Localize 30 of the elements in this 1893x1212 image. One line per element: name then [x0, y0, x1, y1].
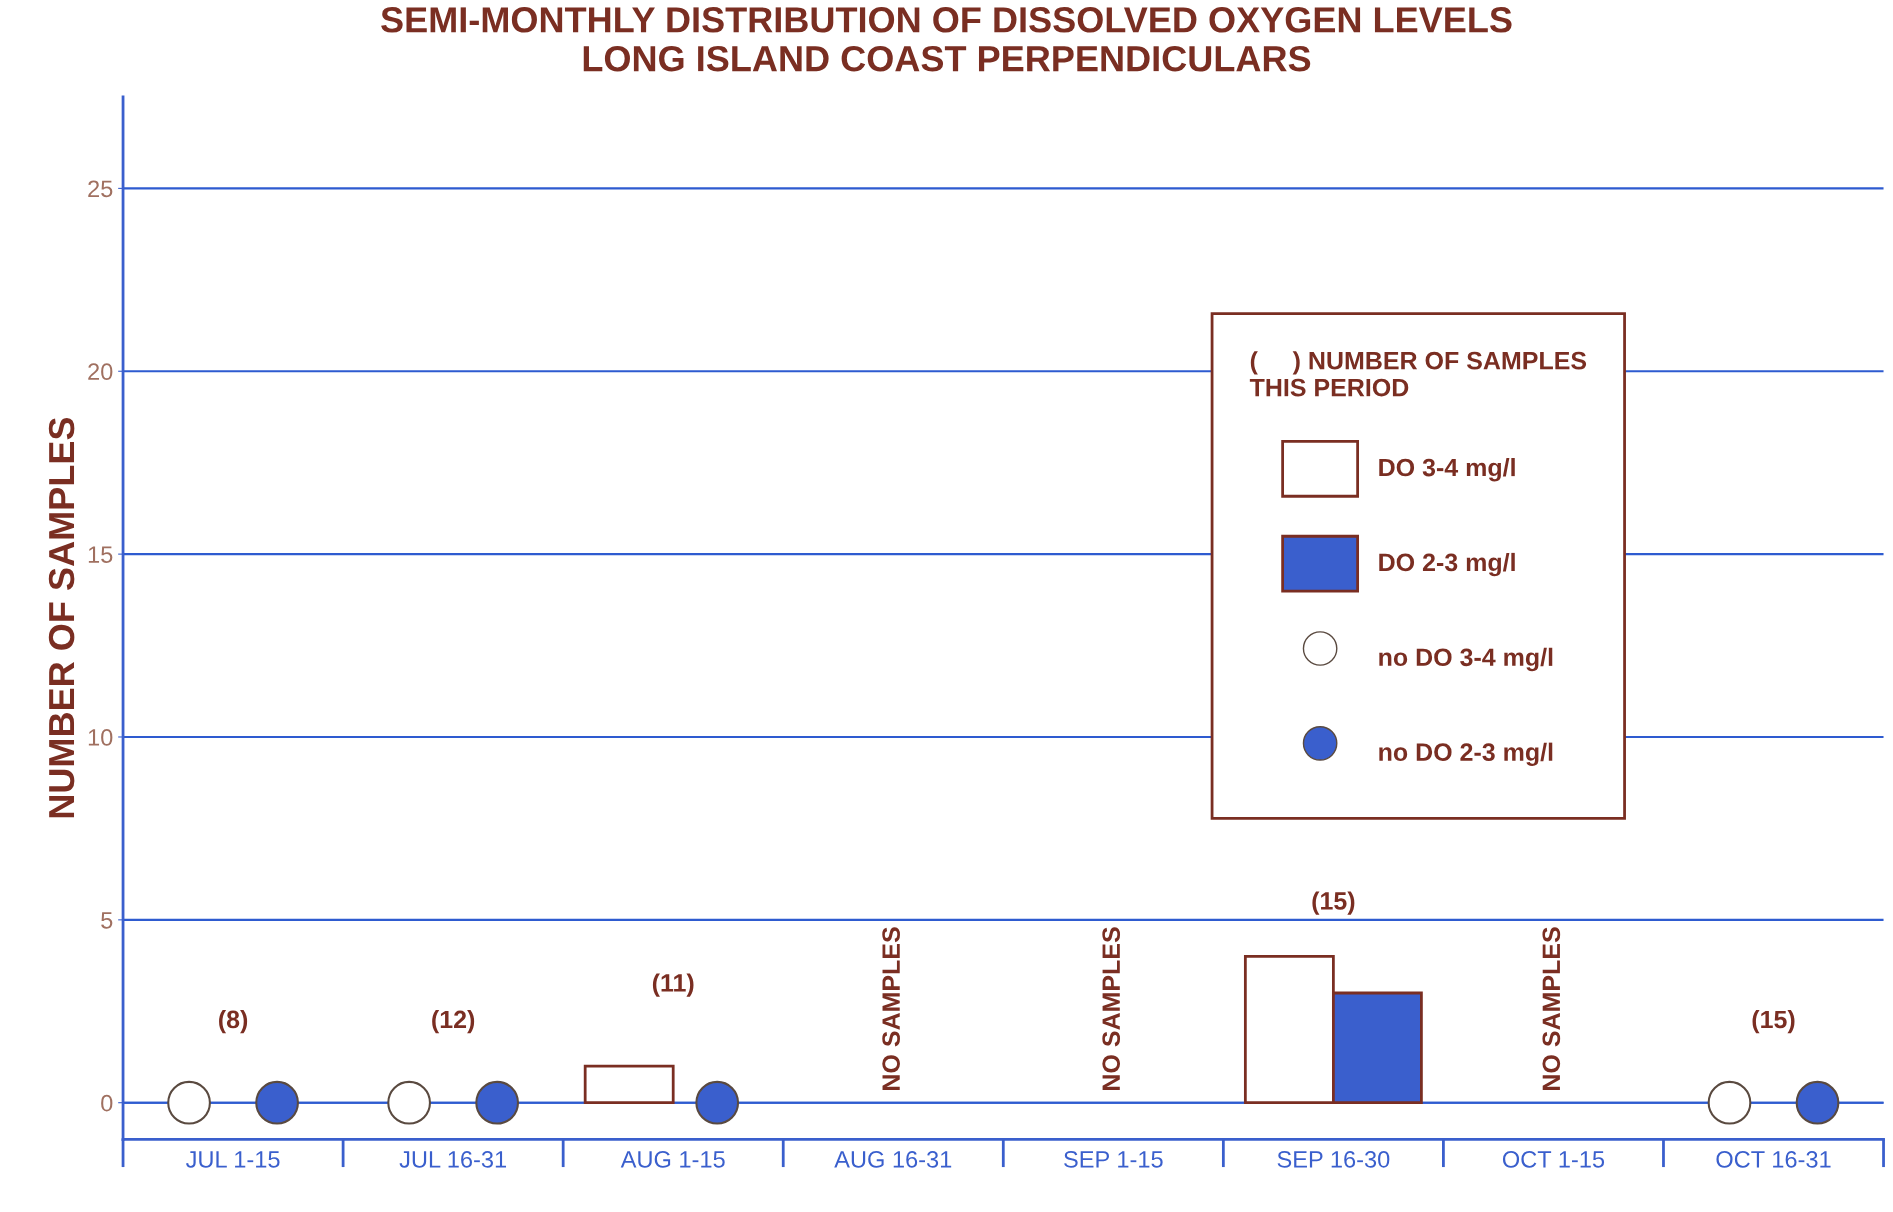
legend-label: DO 3-4 mg/l: [1379, 458, 1515, 482]
y-tick-label: 0: [101, 1094, 113, 1112]
y-tick-label: 10: [88, 729, 113, 746]
annotation: (15): [1752, 1009, 1795, 1034]
legend-title: ( ) NUMBER OF SAMPLES THIS PERIOD: [1249, 351, 1587, 397]
annotation: NO SAMPLES: [882, 927, 900, 1090]
y-tick-label: 15: [88, 546, 113, 563]
x-tick-label: SEP 16-30: [1277, 1151, 1390, 1168]
legend-label: no DO 3-4 mg/l: [1379, 647, 1553, 672]
y-tick-label: 5: [101, 912, 113, 929]
annotation: NO SAMPLES: [1102, 927, 1121, 1090]
annotation: NO SAMPLES: [1542, 927, 1561, 1090]
x-tick-label: AUG 1-15: [620, 1151, 725, 1168]
y-tick-label: 25: [88, 180, 113, 198]
legend-label: no DO 2-3 mg/l: [1379, 742, 1553, 767]
annotation: (12): [432, 1009, 475, 1034]
annotation: (15): [1312, 891, 1355, 915]
x-tick-label: AUG 16-31: [834, 1151, 952, 1168]
chart-title: SEMI-MONTHLY DISTRIBUTION OF DISSOLVED OXYGEN LEVELS LONG ISLAND COAST PERPENDICULARS: [381, 7, 1512, 72]
x-tick-label: OCT 1-15: [1502, 1151, 1605, 1168]
y-tick-label: 20: [88, 363, 113, 381]
x-tick-label: JUL 1-15: [185, 1151, 280, 1168]
bar: [583, 1064, 675, 1105]
x-tick-label: SEP 1-15: [1064, 1151, 1163, 1168]
x-tick-label: JUL 16-31: [399, 1151, 507, 1168]
annotation: (11): [652, 973, 694, 997]
annotation: (8): [219, 1009, 248, 1034]
y-axis-title: NUMBER OF SAMPLES: [48, 417, 75, 818]
x-tick-label: OCT 16-31: [1716, 1151, 1831, 1168]
legend-label: DO 2-3 mg/l: [1379, 552, 1515, 577]
